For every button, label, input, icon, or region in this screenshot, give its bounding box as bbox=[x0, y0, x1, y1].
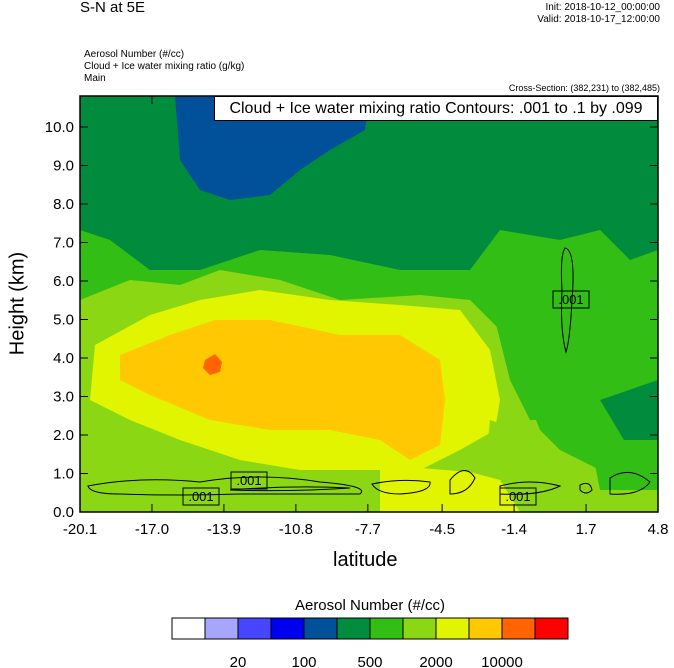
colorbar-tick-label: 20 bbox=[230, 654, 247, 668]
contour-line bbox=[87, 476, 363, 496]
y-tick-label: 3.0 bbox=[53, 389, 74, 406]
cross-section-label: Cross-Section: (382,231) to (382,485) bbox=[508, 83, 660, 93]
colorbar-swatch bbox=[435, 617, 470, 640]
contour-fills bbox=[80, 96, 658, 512]
y-tick-label: 7.0 bbox=[53, 235, 74, 252]
contour-fill-region bbox=[490, 260, 590, 420]
y-tick-label: 0.0 bbox=[53, 504, 74, 521]
colorbar-swatch bbox=[270, 617, 305, 640]
y-tick-label: 9.0 bbox=[53, 158, 74, 175]
colorbar-tick-label: 100 bbox=[291, 654, 316, 668]
x-tick-label: -10.8 bbox=[279, 521, 313, 538]
axes: -20.1 -17.0 -13.9 -10.8 -7.7 -4.5 -1.4 1.7 4.8 0.… bbox=[45, 96, 669, 538]
colorbar-swatch bbox=[501, 617, 536, 640]
colorbar-swatch bbox=[534, 617, 569, 640]
y-tick-label: 8.0 bbox=[53, 196, 74, 213]
x-tick-label: -7.7 bbox=[355, 521, 381, 538]
colorbar-swatch bbox=[369, 617, 404, 640]
x-tick-label: 1.7 bbox=[576, 521, 597, 538]
colorbar-tick-label: 10000 bbox=[481, 654, 523, 668]
contour-label: .001 bbox=[236, 473, 261, 488]
x-tick-label: 4.8 bbox=[648, 521, 669, 538]
colorbar-swatch bbox=[303, 617, 338, 640]
x-tick-label: -1.4 bbox=[501, 521, 527, 538]
contour-line bbox=[499, 481, 562, 495]
contour-line bbox=[560, 247, 574, 354]
contour-info-box: Cloud + Ice water mixing ratio Contours:… bbox=[214, 96, 658, 121]
colorbar-swatch bbox=[204, 617, 239, 640]
colorbar-title: Aerosol Number (#/cc) bbox=[294, 597, 446, 614]
colorbar-swatch bbox=[237, 617, 272, 640]
x-tick-label: -13.9 bbox=[207, 521, 241, 538]
x-tick-label: -17.0 bbox=[135, 521, 169, 538]
contour-fill-region bbox=[120, 320, 445, 460]
contour-label-box bbox=[182, 487, 220, 506]
y-tick-label: 10.0 bbox=[45, 119, 74, 136]
y-axis-label: Height (km) bbox=[6, 251, 29, 356]
colorbar: 20 100 500 2000 10000 bbox=[171, 617, 569, 668]
plot-title: S-N at 5E bbox=[80, 0, 146, 16]
field-line-1: Aerosol Number (#/cc) bbox=[84, 49, 185, 60]
contour-line bbox=[579, 482, 593, 494]
contour-line bbox=[449, 470, 476, 495]
contour-label: .001 bbox=[188, 489, 213, 504]
y-tick-label: 1.0 bbox=[53, 466, 74, 483]
contour-line bbox=[609, 471, 651, 495]
y-tick-label: 6.0 bbox=[53, 273, 74, 290]
colorbar-tick-label: 2000 bbox=[419, 654, 452, 668]
contour-label: .001 bbox=[505, 489, 530, 504]
contour-line bbox=[371, 479, 431, 495]
y-tick-label: 2.0 bbox=[53, 427, 74, 444]
contour-fill-region bbox=[203, 354, 222, 375]
colorbar-swatch bbox=[336, 617, 371, 640]
contour-fill-region bbox=[600, 380, 658, 450]
colorbar-swatch bbox=[468, 617, 503, 640]
contour-lines: .001 .001 .001 .001 bbox=[87, 247, 651, 506]
colorbar-tick-label: 500 bbox=[357, 654, 382, 668]
colorbar-swatch bbox=[171, 617, 206, 640]
y-tick-label: 4.0 bbox=[53, 350, 74, 367]
contour-label-box bbox=[499, 487, 537, 506]
contour-fill-region bbox=[175, 96, 370, 200]
contour-label-box bbox=[552, 290, 590, 309]
contour-label: .001 bbox=[558, 292, 583, 307]
field-line-3: Main bbox=[84, 73, 106, 84]
contour-fill-region bbox=[488, 420, 525, 455]
init-time: Init: 2018-10-12_00:00:00 bbox=[545, 2, 660, 13]
valid-time: Valid: 2018-10-17_12:00:00 bbox=[537, 14, 660, 25]
contour-fill-region bbox=[590, 440, 658, 490]
x-tick-label: -20.1 bbox=[63, 521, 97, 538]
x-tick-label: -4.5 bbox=[429, 521, 455, 538]
contour-line bbox=[229, 486, 351, 492]
x-axis-label: latitude bbox=[333, 549, 398, 571]
y-tick-label: 5.0 bbox=[53, 312, 74, 329]
field-line-2: Cloud + Ice water mixing ratio (g/kg) bbox=[84, 61, 245, 72]
contour-label-box bbox=[230, 471, 268, 490]
colorbar-swatch bbox=[402, 617, 437, 640]
